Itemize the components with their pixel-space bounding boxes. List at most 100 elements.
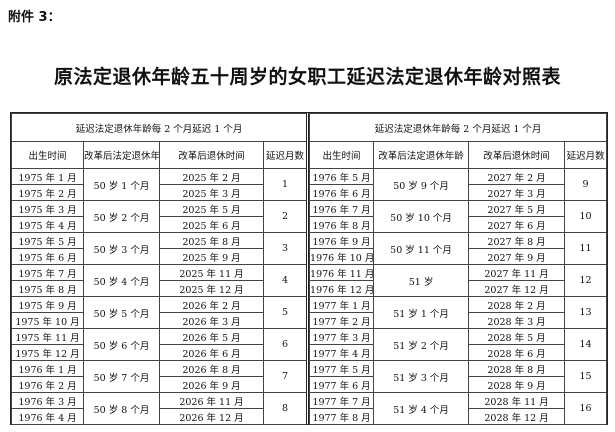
retire-cell: 2025 年 5 月 xyxy=(159,200,264,217)
age-cell: 50 岁 3 个月 xyxy=(83,232,160,265)
birth-cell: 1975 年 4 月 xyxy=(11,216,84,233)
data-row: 1976 年 8 月 2027 年 6 月 xyxy=(309,216,607,233)
delay-cell: 12 xyxy=(564,264,608,297)
retire-cell: 2028 年 6 月 xyxy=(468,344,566,361)
delay-cell: 15 xyxy=(564,360,608,393)
data-row: 1976 年 2 月 2026 年 9 月 xyxy=(11,376,308,393)
birth-cell: 1975 年 5 月 xyxy=(11,232,84,249)
birth-cell: 1976 年 12 月 xyxy=(309,280,375,297)
birth-cell: 1975 年 9 月 xyxy=(11,296,84,313)
attachment-label: 附件 3： xyxy=(8,10,61,25)
delay-cell: 16 xyxy=(564,392,608,425)
retire-cell: 2027 年 5 月 xyxy=(468,200,566,217)
retire-cell: 2027 年 6 月 xyxy=(468,216,566,233)
age-cell: 50 岁 4 个月 xyxy=(83,264,160,297)
column-header: 出生时间 xyxy=(11,141,84,169)
age-cell: 50 岁 2 个月 xyxy=(83,200,160,233)
data-row: 1977 年 8 月 2028 年 12 月 xyxy=(309,408,607,425)
delay-cell: 8 xyxy=(262,392,309,425)
birth-cell: 1977 年 7 月 xyxy=(309,392,375,409)
table: 延迟法定退休年龄每 2 个月延迟 1 个月出生时间改革后法定退休年龄改革后退休时… xyxy=(10,113,310,425)
birth-cell: 1977 年 2 月 xyxy=(309,312,375,329)
birth-cell: 1975 年 12 月 xyxy=(11,344,84,361)
column-header: 改革后法定退休年龄 xyxy=(83,141,160,169)
age-cell: 50 岁 7 个月 xyxy=(83,360,160,393)
age-cell: 51 岁 1 个月 xyxy=(373,296,470,329)
column-header: 出生时间 xyxy=(309,141,375,169)
column-header: 延迟月数 xyxy=(564,141,608,169)
birth-cell: 1976 年 4 月 xyxy=(11,408,84,425)
birth-cell: 1977 年 8 月 xyxy=(309,408,375,425)
document-title: 原法定退休年龄五十周岁的女职工延迟法定退休年龄对照表 xyxy=(53,66,561,88)
retire-cell: 2027 年 8 月 xyxy=(468,232,566,249)
retire-cell: 2028 年 8 月 xyxy=(468,360,566,377)
data-row: 1975 年 4 月 2025 年 6 月 xyxy=(11,216,308,233)
data-row: 1977 年 1 月 51 岁 1 个月 2028 年 2 月 13 xyxy=(309,296,608,329)
caption-row: 延迟法定退休年龄每 2 个月延迟 1 个月 xyxy=(10,113,309,142)
data-row: 1977 年 7 月 51 岁 4 个月 2028 年 11 月 16 xyxy=(309,392,608,425)
data-row: 1976 年 7 月 50 岁 10 个月 2027 年 5 月 10 xyxy=(309,200,608,233)
column-header: 改革后退休时间 xyxy=(468,141,566,169)
retire-cell: 2025 年 9 月 xyxy=(159,248,264,265)
retire-cell: 2028 年 5 月 xyxy=(468,328,566,345)
age-cell: 51 岁 2 个月 xyxy=(373,328,470,361)
birth-cell: 1976 年 6 月 xyxy=(309,184,375,201)
delay-cell: 10 xyxy=(564,200,608,233)
column-header: 改革后法定退休年龄 xyxy=(373,141,470,169)
age-cell: 51 岁 4 个月 xyxy=(373,392,470,425)
age-cell: 50 岁 6 个月 xyxy=(83,328,160,361)
retire-cell: 2025 年 6 月 xyxy=(159,216,264,233)
delay-cell: 5 xyxy=(262,296,309,329)
data-row: 1976 年 4 月 2026 年 12 月 xyxy=(11,408,308,425)
age-cell: 51 岁 3 个月 xyxy=(373,360,470,393)
birth-cell: 1977 年 6 月 xyxy=(309,376,375,393)
age-cell: 51 岁 xyxy=(373,264,470,297)
birth-cell: 1976 年 1 月 xyxy=(11,360,84,377)
data-row: 1977 年 5 月 51 岁 3 个月 2028 年 8 月 15 xyxy=(309,360,608,393)
retire-cell: 2026 年 12 月 xyxy=(159,408,264,425)
data-row: 1975 年 8 月 2025 年 12 月 xyxy=(11,280,308,297)
retire-cell: 2028 年 9 月 xyxy=(468,376,566,393)
data-row: 1976 年 6 月 2027 年 3 月 xyxy=(309,184,607,201)
birth-cell: 1975 年 7 月 xyxy=(11,264,84,281)
birth-cell: 1975 年 3 月 xyxy=(11,200,84,217)
delay-cell: 1 xyxy=(262,168,309,201)
data-row: 1976 年 11 月 51 岁 2027 年 11 月 12 xyxy=(309,264,608,297)
age-cell: 50 岁 1 个月 xyxy=(83,168,160,201)
birth-cell: 1976 年 9 月 xyxy=(309,232,375,249)
retire-cell: 2026 年 5 月 xyxy=(159,328,264,345)
table-container: 延迟法定退休年龄每 2 个月延迟 1 个月出生时间改革后法定退休年龄改革后退休时… xyxy=(10,112,608,425)
age-cell: 50 岁 10 个月 xyxy=(373,200,470,233)
retire-cell: 2028 年 11 月 xyxy=(468,392,566,409)
delay-cell: 13 xyxy=(564,296,608,329)
birth-cell: 1976 年 3 月 xyxy=(11,392,84,409)
birth-cell: 1975 年 11 月 xyxy=(11,328,84,345)
table: 延迟法定退休年龄每 2 个月延迟 1 个月出生时间改革后法定退休年龄改革后退休时… xyxy=(309,113,608,425)
table-caption: 延迟法定退休年龄每 2 个月延迟 1 个月 xyxy=(10,113,309,142)
data-row: 1977 年 2 月 2028 年 3 月 xyxy=(309,312,607,329)
retire-cell: 2026 年 3 月 xyxy=(159,312,264,329)
birth-cell: 1976 年 8 月 xyxy=(309,216,375,233)
birth-cell: 1975 年 10 月 xyxy=(11,312,84,329)
age-cell: 50 岁 11 个月 xyxy=(373,232,470,265)
delay-cell: 2 xyxy=(262,200,309,233)
birth-cell: 1976 年 5 月 xyxy=(309,168,375,185)
retire-cell: 2027 年 3 月 xyxy=(468,184,566,201)
data-row: 1976 年 12 月 2027 年 12 月 xyxy=(309,280,607,297)
birth-cell: 1976 年 2 月 xyxy=(11,376,84,393)
retire-cell: 2026 年 8 月 xyxy=(159,360,264,377)
birth-cell: 1976 年 7 月 xyxy=(309,200,375,217)
birth-cell: 1975 年 2 月 xyxy=(11,184,84,201)
retire-cell: 2028 年 2 月 xyxy=(468,296,566,313)
delay-cell: 14 xyxy=(564,328,608,361)
